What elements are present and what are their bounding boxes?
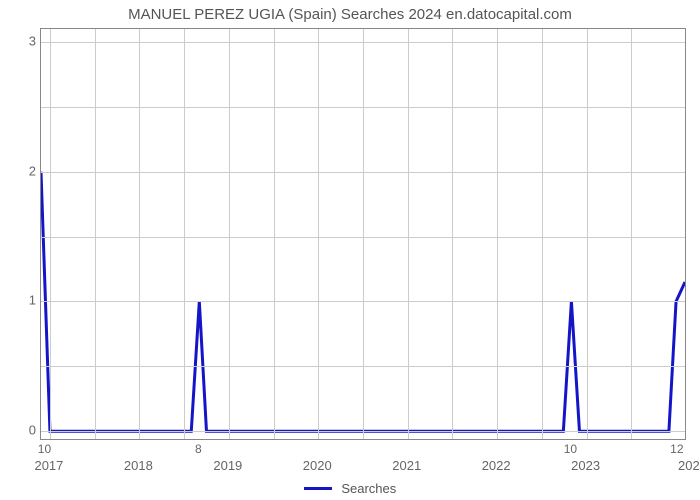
chart-title: MANUEL PEREZ UGIA (Spain) Searches 2024 … bbox=[0, 6, 700, 23]
legend-swatch bbox=[304, 487, 332, 490]
chart-container: MANUEL PEREZ UGIA (Spain) Searches 2024 … bbox=[0, 0, 700, 500]
x-tick-label: 2018 bbox=[124, 458, 153, 473]
x-tick-label: 2023 bbox=[571, 458, 600, 473]
gridline-v bbox=[50, 29, 51, 439]
data-point-label: 8 bbox=[195, 442, 202, 456]
legend: Searches bbox=[0, 480, 700, 496]
gridline-v-minor bbox=[631, 29, 632, 439]
gridline-v-minor bbox=[452, 29, 453, 439]
y-tick-label: 0 bbox=[6, 423, 36, 438]
x-tick-label: 2022 bbox=[482, 458, 511, 473]
x-tick-label-last: 202 bbox=[678, 458, 700, 473]
x-tick-label: 2017 bbox=[34, 458, 63, 473]
gridline-v-minor bbox=[184, 29, 185, 439]
data-point-label: 10 bbox=[38, 442, 51, 456]
gridline-h-minor bbox=[41, 366, 685, 367]
gridline-v bbox=[318, 29, 319, 439]
gridline-v-minor bbox=[274, 29, 275, 439]
gridline-v-minor bbox=[95, 29, 96, 439]
plot-area bbox=[40, 28, 686, 440]
gridline-v bbox=[139, 29, 140, 439]
gridline-v bbox=[497, 29, 498, 439]
y-tick-label: 3 bbox=[6, 33, 36, 48]
gridline-h-minor bbox=[41, 237, 685, 238]
data-point-label: 12 bbox=[670, 442, 683, 456]
x-tick-label: 2020 bbox=[303, 458, 332, 473]
y-tick-label: 2 bbox=[6, 163, 36, 178]
gridline-h-minor bbox=[41, 107, 685, 108]
gridline-v bbox=[587, 29, 588, 439]
x-tick-label: 2019 bbox=[213, 458, 242, 473]
gridline-v bbox=[229, 29, 230, 439]
gridline-v-minor bbox=[363, 29, 364, 439]
gridline-v-minor bbox=[542, 29, 543, 439]
data-point-label: 10 bbox=[564, 442, 577, 456]
y-tick-label: 1 bbox=[6, 293, 36, 308]
legend-label: Searches bbox=[341, 481, 396, 496]
x-tick-label: 2021 bbox=[392, 458, 421, 473]
gridline-v bbox=[408, 29, 409, 439]
